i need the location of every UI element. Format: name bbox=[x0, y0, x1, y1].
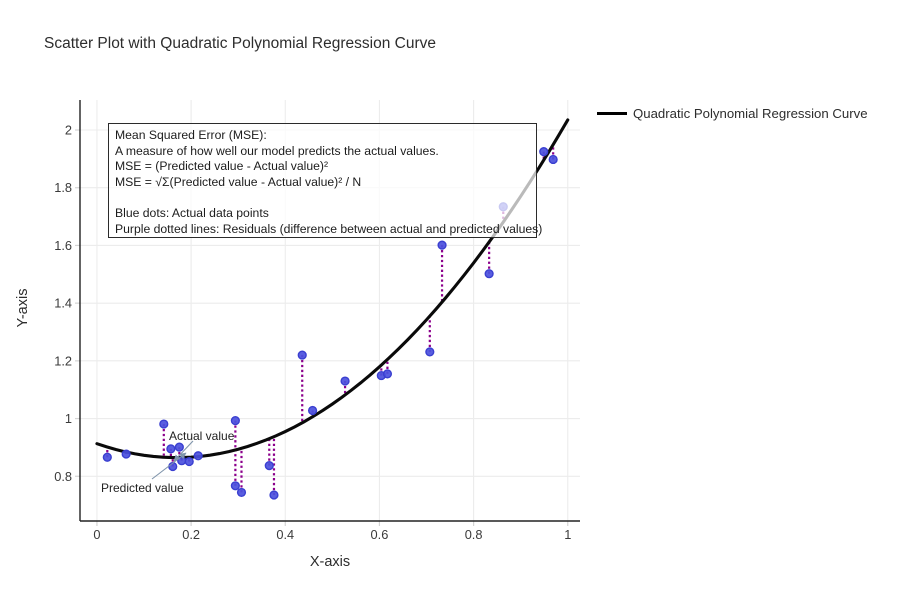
data-point[interactable] bbox=[539, 147, 549, 157]
annotation-arrows bbox=[151, 440, 194, 480]
y-axis-title: Y-axis bbox=[15, 288, 31, 328]
predicted-value-arrow bbox=[151, 452, 187, 480]
data-point[interactable] bbox=[193, 451, 203, 461]
x-tick-label: 1 bbox=[564, 527, 571, 542]
data-point[interactable] bbox=[166, 444, 176, 454]
data-point[interactable] bbox=[484, 269, 494, 279]
actual-value-arrow bbox=[173, 440, 194, 462]
data-point[interactable] bbox=[382, 369, 393, 379]
info-box-line: Blue dots: Actual data points bbox=[115, 205, 269, 220]
x-tick-label: 0.2 bbox=[182, 527, 200, 542]
predicted-value-annotation: Predicted value bbox=[101, 481, 184, 495]
data-point[interactable] bbox=[230, 481, 240, 491]
y-tick-label: 1.4 bbox=[54, 296, 72, 311]
y-tick-label: 0.8 bbox=[54, 469, 72, 484]
legend[interactable]: Quadratic Polynomial Regression Curve bbox=[597, 106, 868, 121]
x-tick-label: 0 bbox=[93, 527, 100, 542]
x-tick-label: 0.6 bbox=[371, 527, 389, 542]
legend-label: Quadratic Polynomial Regression Curve bbox=[633, 106, 868, 121]
data-point[interactable] bbox=[230, 415, 240, 426]
actual-value-annotation: Actual value bbox=[169, 429, 235, 443]
data-point[interactable] bbox=[264, 460, 274, 471]
tick-labels: 0 0.2 0.4 0.6 0.8 1 0.8 1 1.2 1.4 1.6 1.8 2 bbox=[54, 123, 571, 542]
tick-marks bbox=[75, 129, 569, 526]
data-point[interactable] bbox=[437, 240, 447, 250]
data-point[interactable] bbox=[184, 456, 194, 467]
legend-line-swatch bbox=[597, 112, 627, 115]
info-box-line: Purple dotted lines: Residuals (differen… bbox=[115, 221, 543, 236]
axis-lines bbox=[79, 100, 580, 522]
data-point[interactable] bbox=[269, 490, 279, 500]
data-point[interactable] bbox=[102, 452, 112, 462]
x-tick-label: 0.8 bbox=[465, 527, 483, 542]
info-box-line bbox=[115, 190, 530, 206]
data-point[interactable] bbox=[121, 449, 131, 459]
data-point[interactable] bbox=[297, 350, 307, 360]
y-tick-label: 2 bbox=[65, 123, 72, 138]
data-point[interactable] bbox=[307, 405, 318, 416]
data-point[interactable] bbox=[174, 442, 184, 452]
data-point[interactable] bbox=[236, 487, 247, 498]
scatter-points bbox=[102, 147, 558, 500]
mse-info-box: Mean Squared Error (MSE): A measure of ho… bbox=[108, 123, 543, 238]
y-tick-label: 1.6 bbox=[54, 238, 72, 253]
info-box-line: MSE = (Predicted value - Actual value)² bbox=[115, 159, 329, 174]
info-box-line: MSE = √Σ(Predicted value - Actual value)… bbox=[115, 174, 362, 189]
data-point[interactable] bbox=[548, 154, 558, 165]
x-axis-title: X-axis bbox=[309, 554, 351, 570]
x-tick-label: 0.4 bbox=[276, 527, 294, 542]
y-tick-label: 1.2 bbox=[54, 353, 72, 368]
data-point[interactable] bbox=[340, 376, 350, 386]
info-box-line: A measure of how well our model predicts… bbox=[115, 143, 439, 158]
y-tick-label: 1 bbox=[65, 411, 72, 426]
y-tick-label: 1.8 bbox=[54, 180, 72, 195]
data-point[interactable] bbox=[159, 419, 169, 429]
chart-title: Scatter Plot with Quadratic Polynomial R… bbox=[44, 35, 436, 52]
data-point[interactable] bbox=[425, 347, 435, 357]
info-box-line: Mean Squared Error (MSE): bbox=[115, 128, 267, 142]
